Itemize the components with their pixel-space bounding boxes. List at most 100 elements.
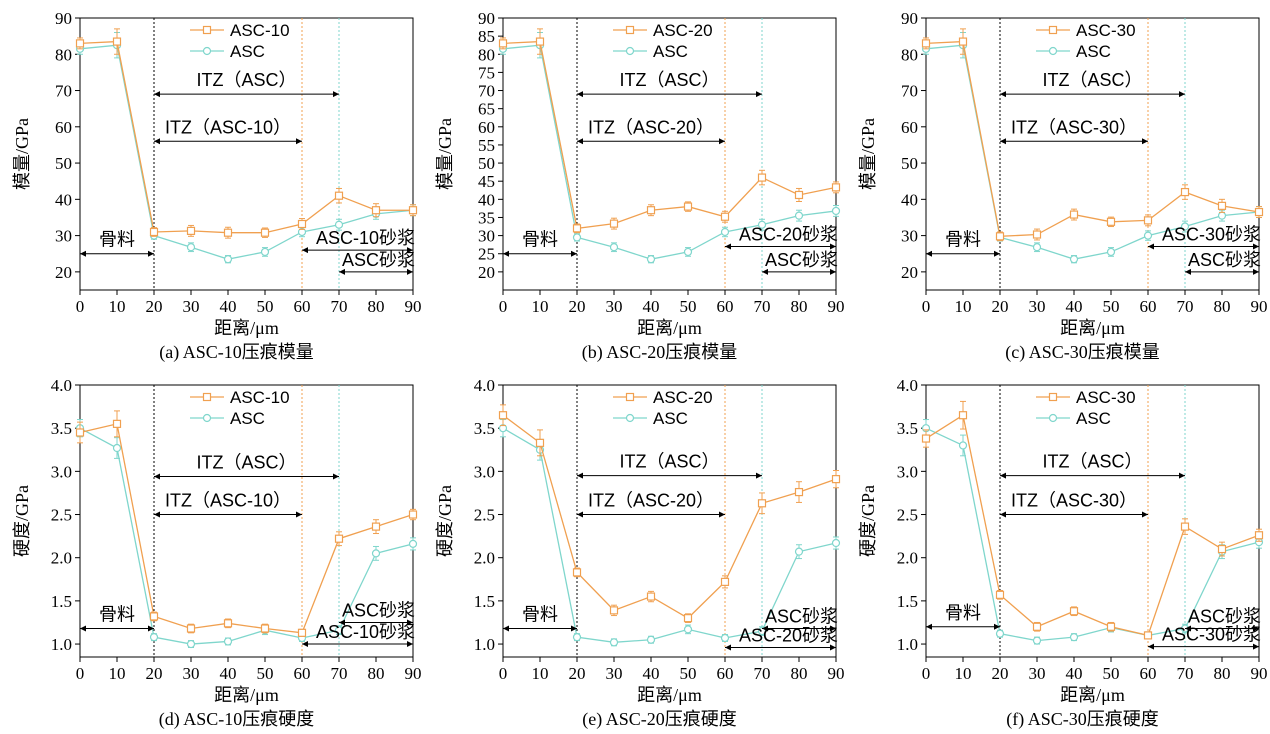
x-axis-label: 距离/μm [637,685,702,705]
mortar-asc-label: ASC砂浆 [342,600,415,620]
data-point-square [498,411,508,420]
y-tick-label: 1.0 [897,635,918,654]
x-axis-label: 距离/μm [1060,318,1125,338]
x-tick-label: 30 [1029,297,1046,316]
y-tick-label: 20 [901,263,918,282]
data-point-square [297,628,307,637]
legend-label: ASC [1076,409,1111,428]
y-tick-label: 50 [901,154,918,173]
x-tick-label: 10 [955,297,972,316]
data-point-square [112,37,122,46]
itz-asc-label: ITZ（ASC） [619,70,719,90]
y-tick-label: 35 [478,208,495,227]
data-point-square [371,206,381,215]
itz-asc-arrow-head-right [756,91,762,98]
y-tick-label: 3.5 [474,419,495,438]
aggregate-arrow-head-right [571,625,577,632]
mortar-modified-label: ASC-10砂浆 [316,622,415,642]
data-point-square [1254,207,1264,217]
legend-marker-circle [1048,413,1058,423]
aggregate-label: 骨料 [99,230,135,250]
y-tick-label: 70 [55,82,72,101]
y-tick-label: 85 [478,27,495,46]
chart-e: 1.0 1.5 2.0 2.5 3.0 3.5 4.0 0 10 20 30 40 50 60 70 80 90… [435,376,845,730]
mortar-modified-arrow-head-right [1253,243,1259,250]
itz-asc-arrow-head-right [1179,472,1185,479]
y-tick-label: 80 [478,45,495,64]
mortar-asc-arrow-head-right [407,268,413,275]
x-tick-label: 60 [717,297,734,316]
y-axis-label: 模量/GPa [12,118,32,190]
x-tick-label: 20 [992,297,1009,316]
y-axis-label: 模量/GPa [435,118,455,190]
data-point-circle [646,635,656,644]
y-tick-label: 2.0 [51,549,72,568]
x-tick-label: 90 [828,664,845,683]
series-line-asc [79,44,414,260]
mortar-asc-arrow-head-left [762,268,768,275]
data-point-square [297,219,307,229]
mortar-asc-label: ASC砂浆 [765,250,838,270]
data-point-circle [149,633,159,642]
y-tick-label: 25 [478,245,495,264]
legend-marker-circle [1048,46,1058,56]
x-tick-label: 50 [257,664,274,683]
mortar-asc-arrow-head-right [830,268,836,275]
chart-panel-d: 1.0 1.5 2.0 2.5 3.0 3.5 4.0 0 10 20 30 40 50 60 70 80 90… [0,367,423,734]
data-point-circle [334,626,344,635]
data-point-square [794,487,804,497]
itz-asc-arrow-head-left [154,91,160,98]
mortar-asc-arrow-head-left [339,619,345,626]
data-point-square [958,411,968,420]
x-tick-label: 0 [922,664,931,683]
itz-asc-arrow-head-right [333,473,339,480]
x-tick-label: 10 [955,664,972,683]
itz-asc-label: ITZ（ASC） [1042,452,1142,472]
data-point-square [757,173,767,182]
data-point-circle [1032,636,1042,645]
y-tick-label: 40 [55,190,72,209]
data-point-square [1032,230,1042,239]
mortar-modified-arrow-head-right [830,644,836,651]
series-line-modified [925,40,1260,238]
x-tick-label: 30 [183,297,200,316]
data-point-square [1106,217,1116,226]
aggregate-arrow-head-right [148,625,154,632]
chart-panel-f: 1.0 1.5 2.0 2.5 3.0 3.5 4.0 0 10 20 30 40 50 60 70 80 90… [846,367,1269,734]
data-point-circle [1106,247,1116,257]
y-tick-label: 60 [478,118,495,137]
itz-modified-arrow-head-right [296,138,302,145]
data-point-square [1069,607,1079,616]
x-tick-label: 30 [606,664,623,683]
itz-modified-arrow-head-right [719,138,725,145]
legend-label: ASC [653,42,688,61]
x-tick-label: 70 [331,664,348,683]
chart-c: 20 30 40 50 60 70 80 90 0 10 20 30 40 50 60 70 80 90 距离/μm… [858,9,1268,363]
series-line-modified [502,414,837,619]
x-tick-label: 10 [532,664,549,683]
data-point-square [921,39,931,48]
x-axis-label: 距离/μm [214,685,279,705]
legend-label: ASC [653,409,688,428]
x-tick-label: 90 [405,664,422,683]
legend-label: ASC [230,409,265,428]
y-axis-label: 硬度/GPa [12,485,32,557]
data-point-square [831,475,841,484]
y-tick-label: 70 [901,82,918,101]
panel-caption: (c) ASC-30压痕模量 [1005,342,1160,363]
x-tick-label: 50 [257,297,274,316]
y-tick-label: 1.0 [51,635,72,654]
y-tick-label: 55 [478,136,495,155]
y-tick-label: 70 [478,82,495,101]
series-line-asc [502,44,837,260]
legend-label: ASC-20 [653,21,713,40]
legend-marker-square [625,392,635,402]
x-tick-label: 70 [331,297,348,316]
data-point-circle [186,243,196,252]
x-tick-label: 20 [146,664,163,683]
itz-asc-arrow-head-right [756,472,762,479]
aggregate-label: 骨料 [945,603,981,623]
series-line-modified [502,40,837,230]
data-point-circle [1032,243,1042,252]
data-point-circle [646,255,656,264]
